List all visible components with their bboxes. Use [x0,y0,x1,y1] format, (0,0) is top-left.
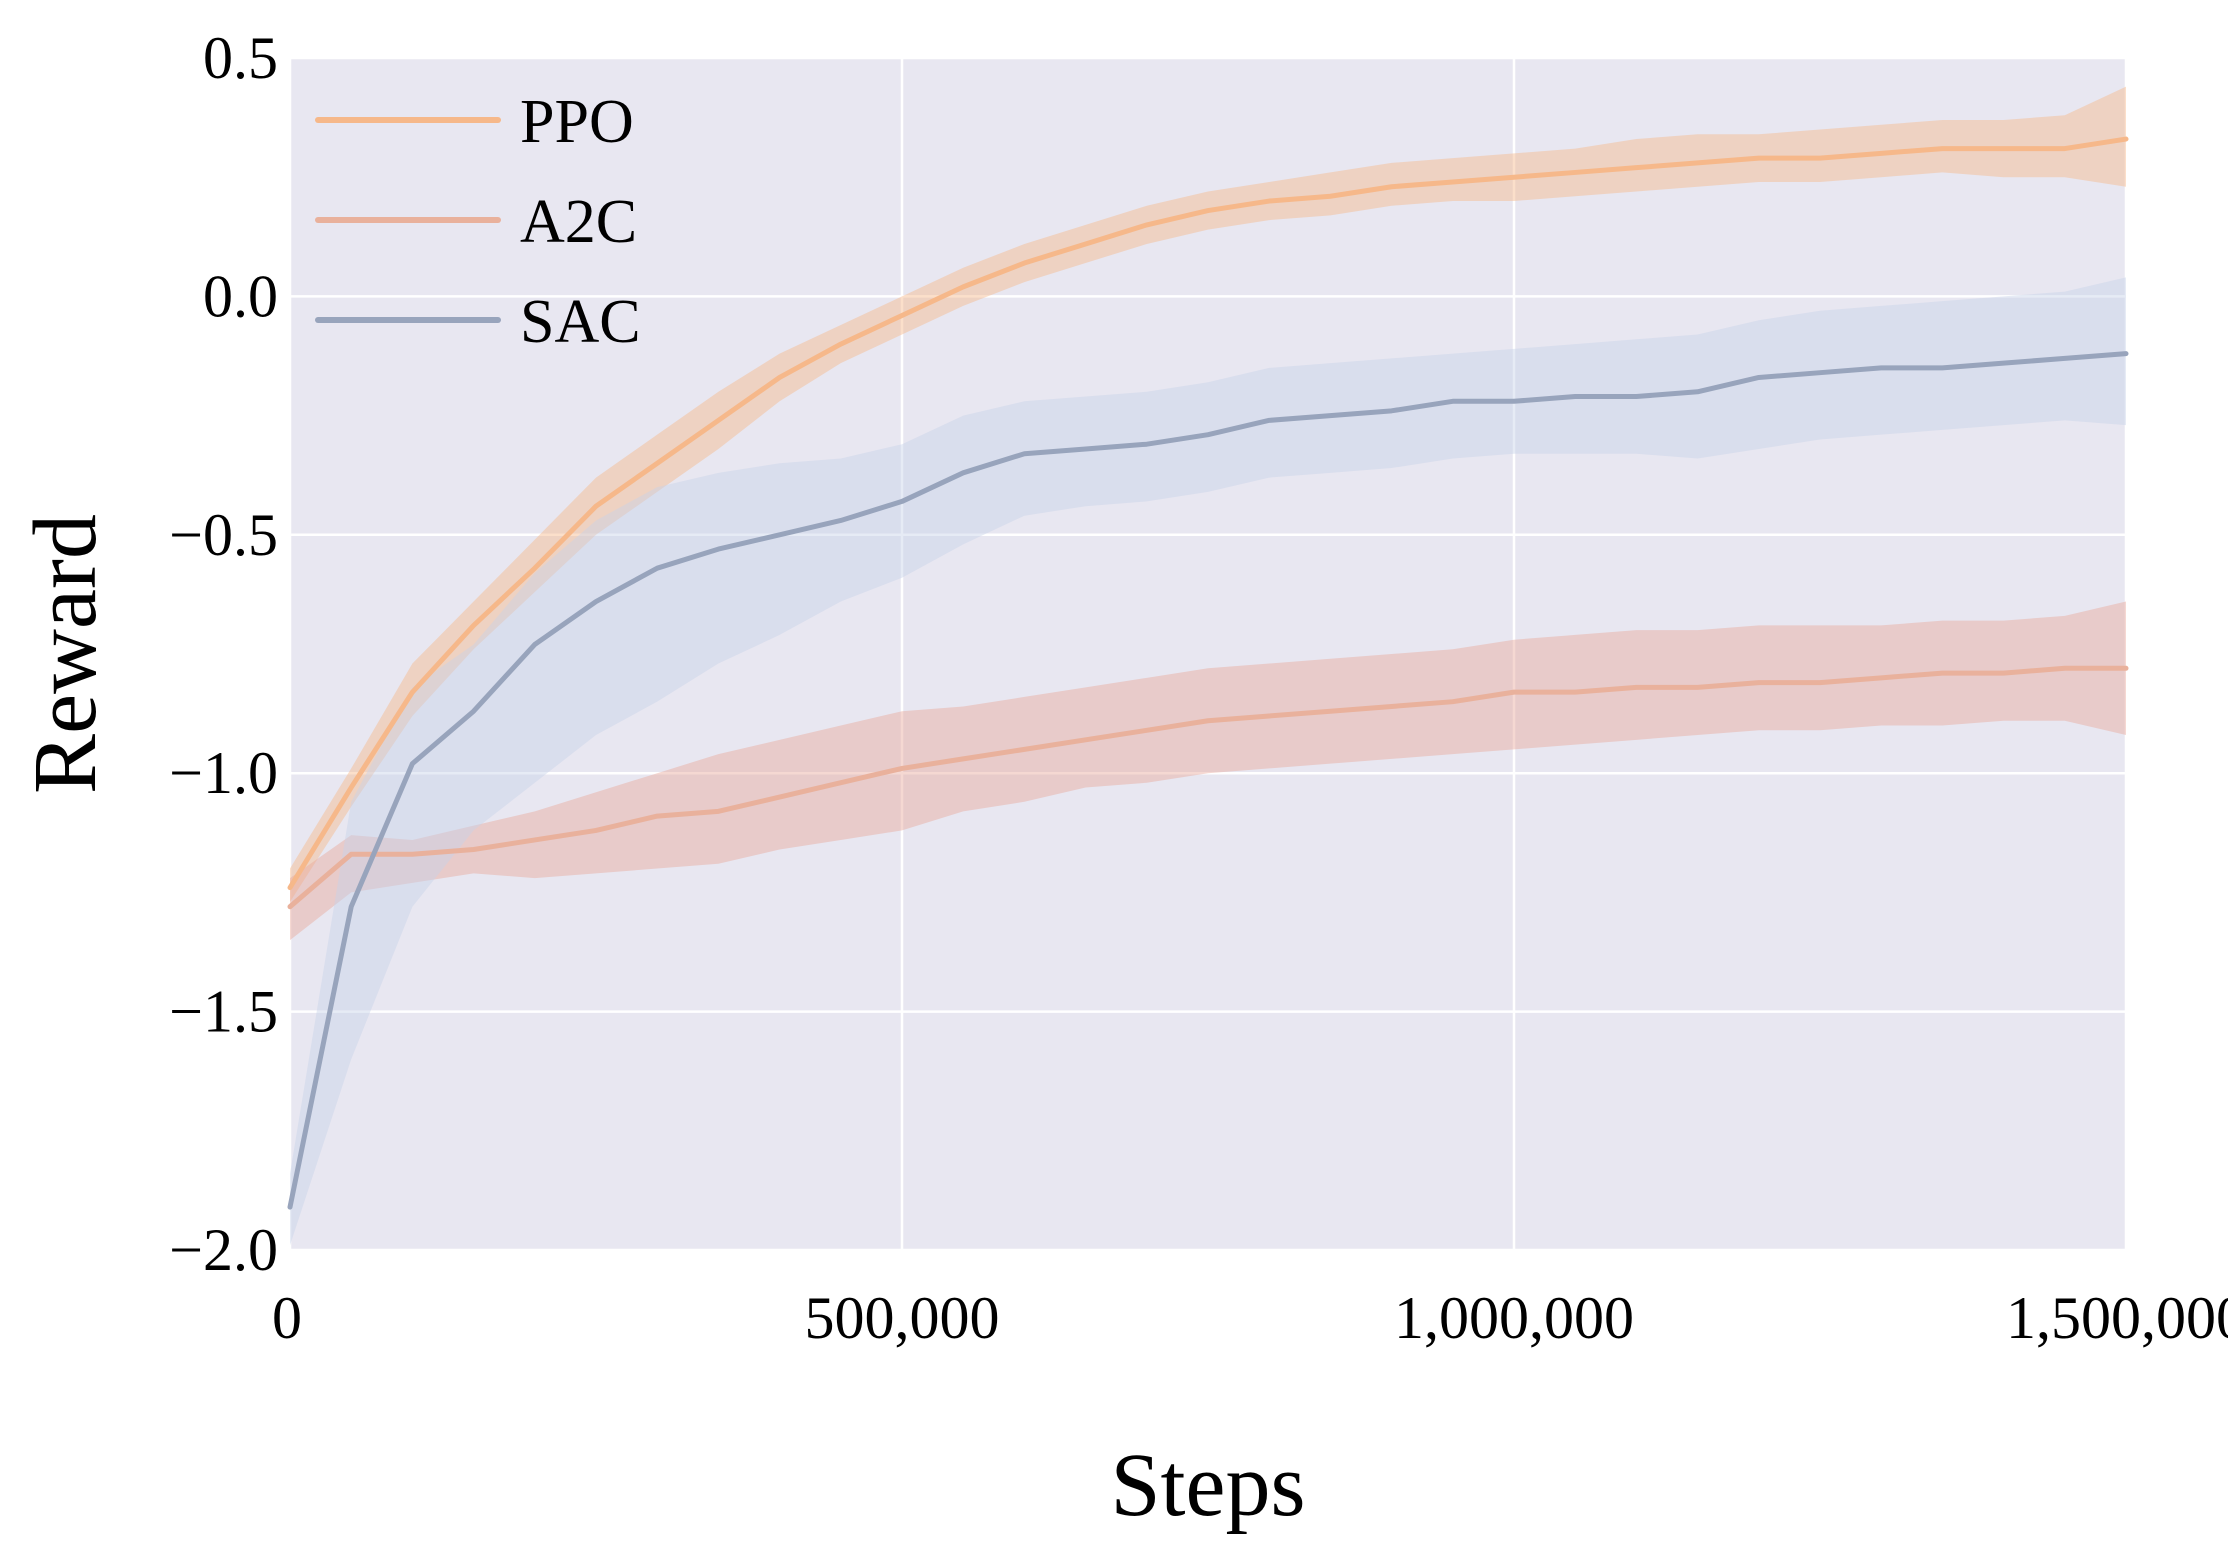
legend-label-a2c: A2C [520,188,637,256]
series-lines [287,136,2129,1210]
y-axis-ticks: 0.5 0.0 −0.5 −1.0 −1.5 −2.0 [169,25,278,1283]
sac-line [287,351,2129,1210]
x-tick-label: 1,000,000 [1394,1285,1634,1351]
x-axis-ticks: 0 500,000 1,000,000 1,500,000 [272,1285,2228,1351]
x-tick-label: 500,000 [805,1285,1000,1351]
y-tick-label: −0.5 [169,502,278,568]
y-tick-label: −1.0 [169,740,278,806]
x-tick-label: 1,500,000 [2006,1285,2228,1351]
y-axis-title: Reward [16,514,115,794]
sac-band [290,277,2126,1246]
legend-label-ppo: PPO [520,88,634,156]
y-tick-label: 0.5 [203,25,278,91]
y-tick-label: 0.0 [203,263,278,329]
a2c-line [287,665,2129,910]
legend: PPO A2C SAC [315,88,641,356]
ppo-band [290,86,2126,902]
x-axis-title: Steps [1110,1436,1305,1535]
legend-label-sac: SAC [520,288,641,356]
ppo-line [287,136,2129,891]
x-tick-label: 0 [272,1285,302,1351]
gridlines [288,56,2128,1252]
y-tick-label: −2.0 [169,1217,278,1283]
plot-area-background [290,58,2126,1250]
y-tick-label: −1.5 [169,979,278,1045]
